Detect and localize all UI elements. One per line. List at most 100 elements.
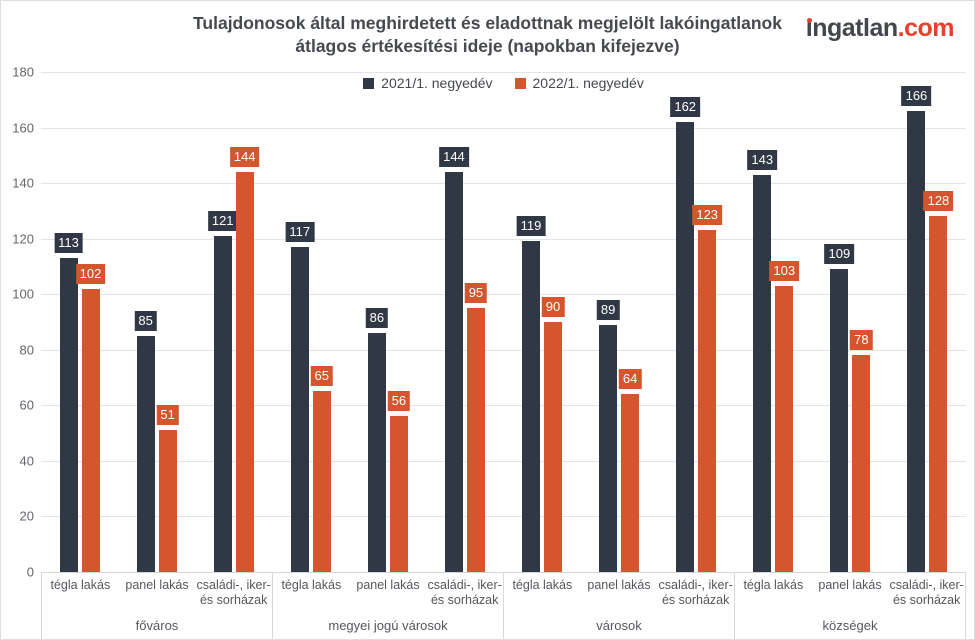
gridline <box>41 349 966 351</box>
y-axis-tick-label: 160 <box>12 120 34 136</box>
category-label: panel lakás <box>356 578 420 592</box>
y-axis-tick-label: 120 <box>12 231 34 247</box>
y-axis-tick-label: 0 <box>26 564 34 580</box>
category-bar-pair: 117 65 <box>272 72 349 572</box>
group-label: községek <box>822 618 878 633</box>
category-label: családi-, iker- és sorházak <box>658 578 733 607</box>
band-group: tégla lakás panel lakás családi-, iker- és… <box>735 573 965 639</box>
bar: 109 <box>824 244 855 572</box>
legend-color-swatch <box>514 77 526 89</box>
bar-value-label: 103 <box>769 260 800 281</box>
ingatlan-logo[interactable]: ı ngatlan.com <box>805 14 955 42</box>
bar: 123 <box>692 205 723 572</box>
category-label: panel lakás <box>125 578 189 592</box>
plot-area: 113 102 85 51 121 144 117 65 86 56 144 95 119 90 89 64 1… <box>41 72 966 572</box>
bar-value-label: 65 <box>310 366 334 387</box>
bar: 144 <box>439 147 469 572</box>
legend-item: 2021/1. negyedév <box>363 75 493 91</box>
gridline <box>41 405 966 407</box>
bar: 119 <box>516 216 546 572</box>
bar-value-label: 51 <box>156 405 179 426</box>
category-label: családi-, iker- és sorházak <box>196 578 271 607</box>
group-label: városok <box>596 618 642 633</box>
bar: 78 <box>850 330 873 572</box>
group-label: főváros <box>135 618 179 633</box>
legend-item: 2022/1. negyedév <box>514 75 644 91</box>
band-group: tégla lakás panel lakás családi-, iker- és… <box>504 573 735 639</box>
bar: 90 <box>541 297 565 572</box>
bar: 85 <box>134 310 157 572</box>
bar-group: 143 103 109 78 166 128 <box>735 72 966 572</box>
bar: 64 <box>618 369 642 572</box>
chart-title: Tulajdonosok által meghirdetett és elado… <box>1 12 974 58</box>
bar: 56 <box>387 391 411 572</box>
bar-value-label: 119 <box>516 216 546 237</box>
bar-value-label: 78 <box>850 330 873 351</box>
gridline <box>41 460 966 462</box>
category-labels-row: tégla lakás panel lakás családi-, iker- és… <box>735 573 965 608</box>
bar-value-label: 85 <box>134 310 157 331</box>
category-bar-pair: 166 128 <box>889 72 966 572</box>
category-bar-pair: 86 56 <box>349 72 426 572</box>
category-bar-pair: 85 51 <box>118 72 195 572</box>
y-axis-tick-label: 80 <box>19 342 34 358</box>
bar: 113 <box>54 233 83 572</box>
category-label: családi-, iker- és sorházak <box>427 578 502 607</box>
bar: 166 <box>901 85 932 572</box>
y-axis-tick-label: 40 <box>19 453 34 469</box>
gridline <box>41 516 966 518</box>
category-label: tégla lakás <box>743 578 804 592</box>
bar: 128 <box>923 191 954 572</box>
y-axis-tick-label: 100 <box>12 286 34 302</box>
gridline <box>41 127 966 129</box>
logo-i-letter: ı <box>805 14 813 42</box>
band-group: tégla lakás panel lakás családi-, iker- és… <box>273 573 504 639</box>
bar: 51 <box>156 405 179 572</box>
category-label: tégla lakás <box>50 578 111 592</box>
group-label: megyei jogú városok <box>328 618 448 633</box>
category-labels-row: tégla lakás panel lakás családi-, iker- és… <box>273 573 503 608</box>
logo-i-dot-icon <box>806 18 812 23</box>
y-axis-tick-label: 20 <box>19 508 34 524</box>
bar-value-label: 56 <box>387 391 411 412</box>
bar-value-label: 86 <box>365 308 389 329</box>
bar-group: 117 65 86 56 144 95 <box>272 72 503 572</box>
bar-value-label: 166 <box>901 85 932 106</box>
chart-title-line2: átlagos értékesítési ideje (napokban kif… <box>295 36 680 56</box>
gridline <box>41 72 966 73</box>
category-labels-row: tégla lakás panel lakás családi-, iker- és… <box>42 573 272 608</box>
bar-group: 113 102 85 51 121 144 <box>41 72 272 572</box>
bar: 117 <box>285 222 315 572</box>
bar-value-label: 121 <box>207 210 238 231</box>
logo-name-rest: ngatlan <box>812 14 898 42</box>
category-label: panel lakás <box>587 578 651 592</box>
bar: 89 <box>596 299 620 572</box>
category-labels-row: tégla lakás panel lakás családi-, iker- és… <box>504 573 734 608</box>
y-axis-tick-label: 180 <box>12 64 34 80</box>
category-bar-pair: 109 78 <box>812 72 889 572</box>
bar: 103 <box>769 260 800 572</box>
band-group: tégla lakás panel lakás családi-, iker- és… <box>42 573 273 639</box>
category-label: tégla lakás <box>281 578 342 592</box>
bar-value-label: 143 <box>747 149 778 170</box>
y-axis-tick-label: 60 <box>19 397 34 413</box>
bar-value-label: 102 <box>75 263 106 284</box>
bar-groups: 113 102 85 51 121 144 117 65 86 56 144 95 119 90 89 64 1… <box>41 72 966 572</box>
category-bar-pair: 119 90 <box>504 72 581 572</box>
bar-value-label: 144 <box>439 147 469 167</box>
bar: 162 <box>670 97 701 572</box>
legend-color-swatch <box>363 77 375 89</box>
bar: 144 <box>229 147 260 572</box>
bar-value-label: 162 <box>670 97 701 117</box>
y-axis: 0 20 40 60 80 100 120 140 160 180 <box>1 65 34 580</box>
x-axis-label-band: tégla lakás panel lakás családi-, iker- és… <box>41 572 966 639</box>
bar: 143 <box>747 149 778 572</box>
bar-value-label: 95 <box>464 283 488 304</box>
bar-value-label: 64 <box>618 369 642 390</box>
gridline <box>41 183 966 185</box>
bar-group: 119 90 89 64 162 123 <box>504 72 735 572</box>
bar: 86 <box>365 308 389 572</box>
gridline <box>41 238 966 240</box>
chart-title-line1: Tulajdonosok által meghirdetett és elado… <box>193 13 782 33</box>
